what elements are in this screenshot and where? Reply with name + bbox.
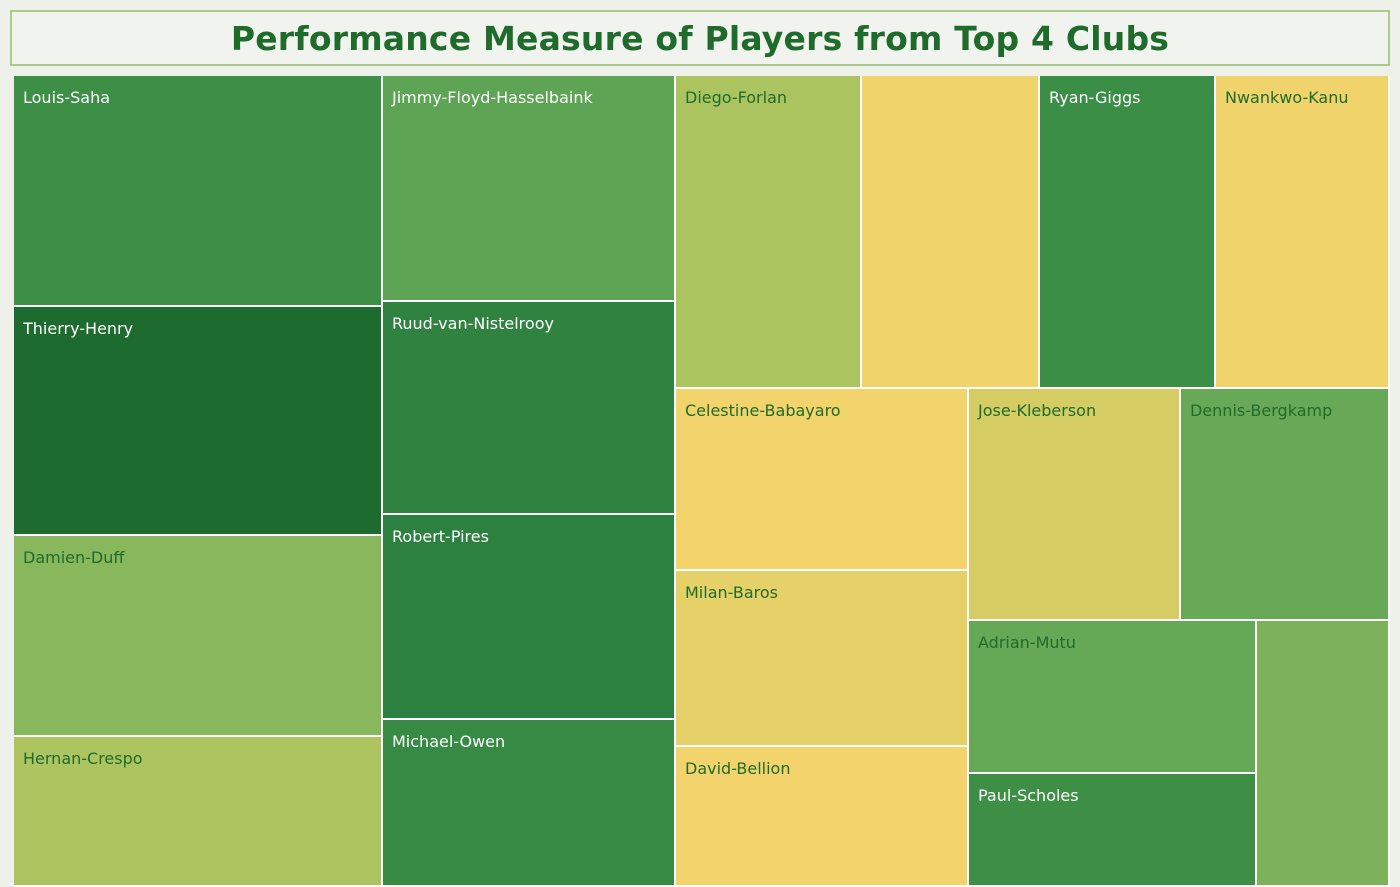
treemap-tile-milan-baros[interactable]: Milan-Baros bbox=[676, 571, 969, 747]
treemap-tile-hernan-crespo[interactable]: Hernan-Crespo bbox=[14, 737, 383, 887]
chart-title: Performance Measure of Players from Top … bbox=[230, 18, 1170, 58]
treemap: Louis-Saha Thierry-Henry Damien-Duff Hernan… bbox=[14, 76, 1390, 887]
treemap-tile-label: Paul-Scholes bbox=[978, 786, 1079, 805]
treemap-tile-michael-owen[interactable]: Michael-Owen bbox=[383, 720, 676, 887]
treemap-tile-damien-duff[interactable]: Damien-Duff bbox=[14, 536, 383, 737]
treemap-tile-adrian-mutu[interactable]: Adrian-Mutu bbox=[969, 621, 1257, 774]
treemap-tile-ruud-van-nistelrooy[interactable]: Ruud-van-Nistelrooy bbox=[383, 302, 676, 515]
treemap-tile-jose-kleberson[interactable]: Jose-Kleberson bbox=[969, 389, 1181, 621]
treemap-tile-label: Nwankwo-Kanu bbox=[1225, 88, 1349, 107]
treemap-tile-label: Jose-Kleberson bbox=[978, 401, 1097, 420]
treemap-tile-label: Ryan-Giggs bbox=[1049, 88, 1141, 107]
treemap-tile-label: Hernan-Crespo bbox=[23, 749, 143, 768]
treemap-tile-diego-forlan[interactable]: Diego-Forlan bbox=[676, 76, 862, 389]
treemap-tile-david-bellion[interactable]: David-Bellion bbox=[676, 747, 969, 887]
treemap-tile-celestine-babayaro[interactable]: Celestine-Babayaro bbox=[676, 389, 969, 571]
treemap-tile-label: David-Bellion bbox=[685, 759, 791, 778]
treemap-tile-unlabeled-9[interactable] bbox=[862, 76, 1040, 389]
treemap-tile-robert-pires[interactable]: Robert-Pires bbox=[383, 515, 676, 720]
chart-title-box: Performance Measure of Players from Top … bbox=[10, 10, 1390, 66]
treemap-tile-label: Dennis-Bergkamp bbox=[1190, 401, 1333, 420]
treemap-tile-label: Diego-Forlan bbox=[685, 88, 788, 107]
treemap-tile-label: Ruud-van-Nistelrooy bbox=[392, 314, 554, 333]
treemap-tile-paul-scholes[interactable]: Paul-Scholes bbox=[969, 774, 1257, 887]
treemap-tile-label: Robert-Pires bbox=[392, 527, 489, 546]
treemap-tile-label: Milan-Baros bbox=[685, 583, 778, 602]
treemap-tile-louis-saha[interactable]: Louis-Saha bbox=[14, 76, 383, 307]
treemap-tile-nwankwo-kanu[interactable]: Nwankwo-Kanu bbox=[1216, 76, 1390, 389]
treemap-tile-ryan-giggs[interactable]: Ryan-Giggs bbox=[1040, 76, 1216, 389]
treemap-tile-unlabeled-18[interactable] bbox=[1257, 621, 1390, 887]
treemap-tile-label: Thierry-Henry bbox=[23, 319, 134, 338]
treemap-tile-label: Louis-Saha bbox=[23, 88, 111, 107]
treemap-tile-dennis-bergkamp[interactable]: Dennis-Bergkamp bbox=[1181, 389, 1390, 621]
treemap-tile-thierry-henry[interactable]: Thierry-Henry bbox=[14, 307, 383, 536]
treemap-tile-label: Celestine-Babayaro bbox=[685, 401, 841, 420]
treemap-tile-label: Michael-Owen bbox=[392, 732, 506, 751]
treemap-tile-label: Jimmy-Floyd-Hasselbaink bbox=[392, 88, 593, 107]
treemap-tile-label: Adrian-Mutu bbox=[978, 633, 1076, 652]
treemap-tile-label: Damien-Duff bbox=[23, 548, 125, 567]
treemap-tile-jimmy-floyd-hasselbaink[interactable]: Jimmy-Floyd-Hasselbaink bbox=[383, 76, 676, 302]
